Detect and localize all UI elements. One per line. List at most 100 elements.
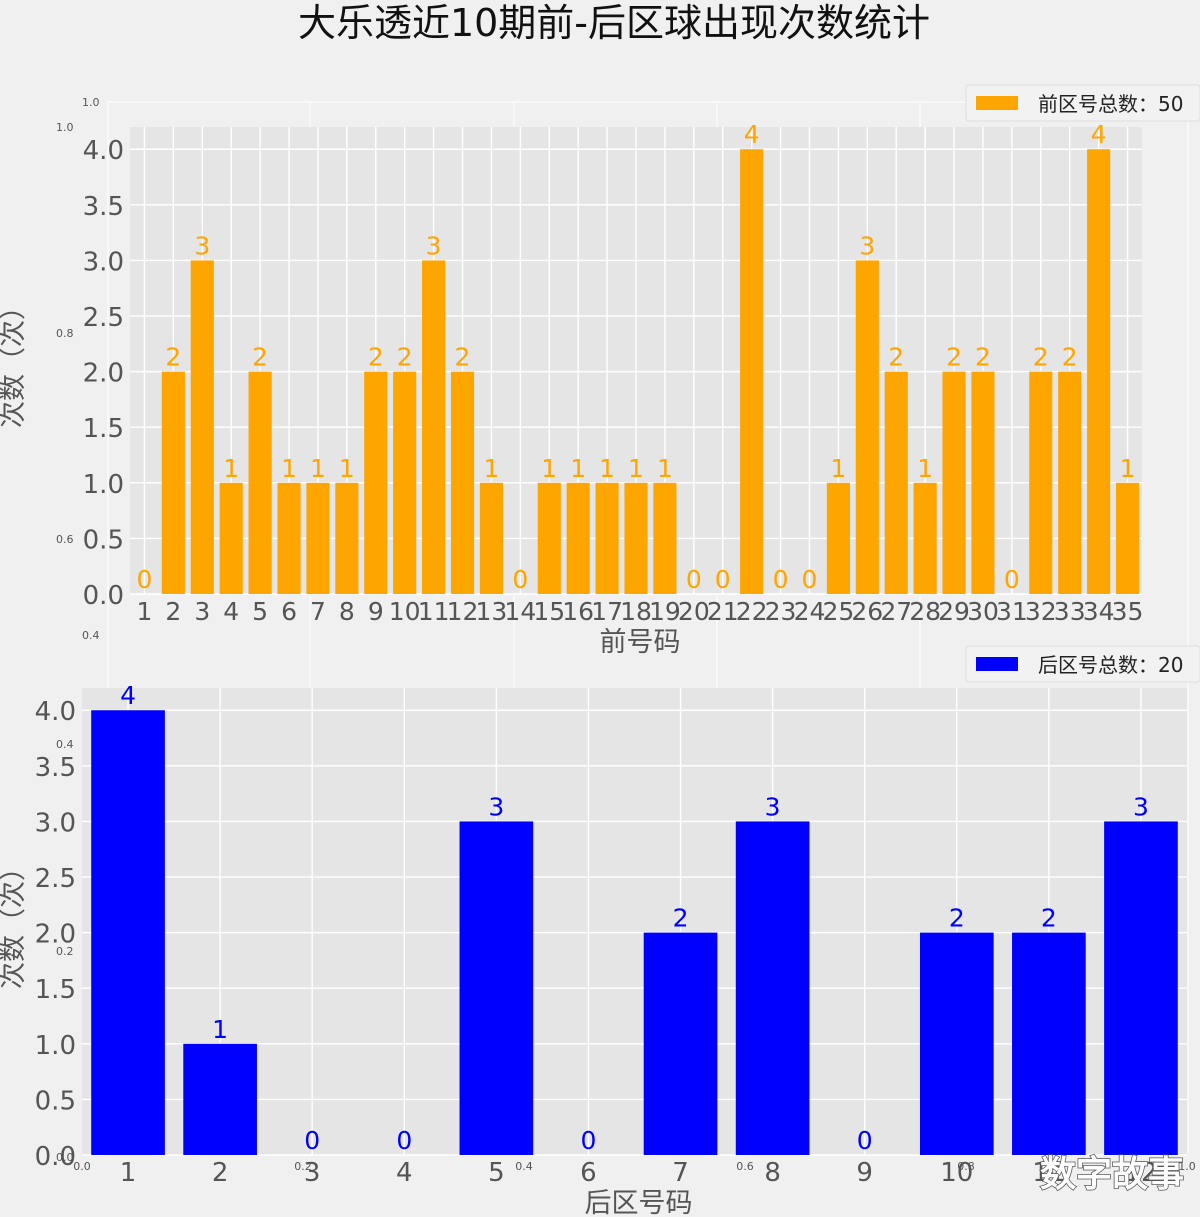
x-tick-label: 6 <box>281 597 297 626</box>
y-tick-label: 1.0 <box>35 1031 76 1061</box>
x-tick-label: 12 <box>447 597 479 626</box>
x-tick-label: 1 <box>137 597 153 626</box>
x-tick-label: 30 <box>967 597 999 626</box>
bar-value-label: 1 <box>830 454 846 483</box>
bar-value-label: 2 <box>252 343 268 372</box>
bar <box>277 482 301 594</box>
bar <box>422 260 446 594</box>
legend-swatch <box>976 96 1018 110</box>
bar <box>1104 821 1178 1155</box>
stray-tick-label: 0.6 <box>56 533 74 546</box>
stray-tick-label: 0.2 <box>294 1160 312 1173</box>
front-zone-chart: 0.00.51.01.52.02.53.03.54.00122331425161… <box>0 84 1200 658</box>
bar-value-label: 1 <box>599 454 615 483</box>
y-tick-label: 3.0 <box>35 808 76 838</box>
x-tick-label: 34 <box>1083 597 1115 626</box>
stray-tick-label: 0.4 <box>82 629 100 642</box>
x-tick-label: 10 <box>940 1158 973 1188</box>
y-tick-label: 4.0 <box>35 697 76 727</box>
stray-tick-label: 1.0 <box>82 96 100 109</box>
bar-value-label: 1 <box>657 454 673 483</box>
bar-value-label: 0 <box>857 1126 873 1155</box>
x-tick-label: 26 <box>851 597 883 626</box>
x-tick-label: 28 <box>909 597 941 626</box>
bar-value-label: 1 <box>281 454 297 483</box>
stray-tick-label: 0.0 <box>56 1151 74 1164</box>
x-tick-label: 18 <box>620 597 652 626</box>
bar <box>364 371 388 594</box>
x-tick-label: 9 <box>856 1158 873 1188</box>
bar <box>190 260 214 594</box>
x-tick-label: 6 <box>580 1158 597 1188</box>
bar <box>450 371 475 594</box>
bar <box>971 371 995 594</box>
figure-title: 大乐透近10期前-后区球出现次数统计 <box>298 1 930 45</box>
bar-value-label: 3 <box>426 231 442 260</box>
y-tick-label: 4.0 <box>83 136 124 166</box>
y-tick-label: 1.5 <box>83 414 124 444</box>
y-axis-label: 次数（次） <box>0 854 29 989</box>
stray-tick-label: 0.4 <box>56 738 74 751</box>
x-tick-label: 27 <box>880 597 912 626</box>
x-tick-label: 24 <box>794 597 826 626</box>
x-tick-label: 14 <box>504 597 536 626</box>
bar <box>161 371 185 594</box>
x-axis-label: 前号码 <box>600 627 681 658</box>
bar-value-label: 2 <box>1062 343 1078 372</box>
bar-value-label: 1 <box>541 454 557 483</box>
y-tick-label: 3.5 <box>35 753 76 783</box>
stray-tick-label: 0.4 <box>515 1160 533 1173</box>
bar-value-label: 2 <box>888 343 904 372</box>
x-tick-label: 1 <box>120 1158 137 1188</box>
x-tick-label: 9 <box>368 597 384 626</box>
bar <box>740 149 764 594</box>
bar-value-label: 4 <box>1091 120 1107 149</box>
bar-value-label: 2 <box>949 904 965 933</box>
bar-value-label: 1 <box>223 454 239 483</box>
y-tick-label: 2.0 <box>83 359 124 389</box>
x-tick-label: 3 <box>304 1158 321 1188</box>
x-tick-label: 5 <box>252 597 268 626</box>
stray-tick-label: 0.6 <box>736 1160 754 1173</box>
legend-label: 后区号总数：20 <box>1038 653 1183 677</box>
x-tick-label: 22 <box>736 597 768 626</box>
bar-value-label: 1 <box>570 454 586 483</box>
bar <box>1012 932 1086 1155</box>
x-tick-label: 35 <box>1112 597 1144 626</box>
stray-tick-label: 0.0 <box>73 1160 91 1173</box>
bar-value-label: 2 <box>397 343 413 372</box>
x-tick-label: 3 <box>194 597 210 626</box>
bar-value-label: 3 <box>765 792 781 821</box>
bar-value-label: 0 <box>581 1126 597 1155</box>
x-tick-label: 15 <box>533 597 565 626</box>
bar-value-label: 3 <box>859 231 875 260</box>
bar-value-label: 2 <box>1041 904 1057 933</box>
bar <box>735 821 810 1155</box>
x-tick-label: 8 <box>339 597 355 626</box>
x-tick-label: 10 <box>389 597 421 626</box>
bar <box>306 482 330 594</box>
bar-value-label: 3 <box>194 231 210 260</box>
y-tick-label: 1.5 <box>35 975 76 1005</box>
x-tick-label: 23 <box>765 597 797 626</box>
bar-value-label: 2 <box>673 904 689 933</box>
stray-tick-label: 0.8 <box>957 1160 975 1173</box>
bar-value-label: 1 <box>339 454 355 483</box>
bar <box>942 371 966 594</box>
x-tick-label: 5 <box>488 1158 505 1188</box>
legend-label: 前区号总数：50 <box>1038 92 1183 116</box>
stray-tick-label: 1.0 <box>56 121 74 134</box>
x-tick-label: 11 <box>418 597 450 626</box>
bar-value-label: 0 <box>802 565 818 594</box>
bar <box>393 371 417 594</box>
bar-value-label: 1 <box>628 454 644 483</box>
x-tick-label: 7 <box>310 597 326 626</box>
bar <box>913 482 937 594</box>
x-tick-label: 2 <box>212 1158 229 1188</box>
x-tick-label: 21 <box>707 597 739 626</box>
bar-value-label: 2 <box>1033 343 1049 372</box>
bar-value-label: 3 <box>488 792 504 821</box>
legend: 前区号总数：50 <box>965 84 1200 122</box>
legend-box <box>965 645 1200 683</box>
x-tick-label: 17 <box>591 597 623 626</box>
